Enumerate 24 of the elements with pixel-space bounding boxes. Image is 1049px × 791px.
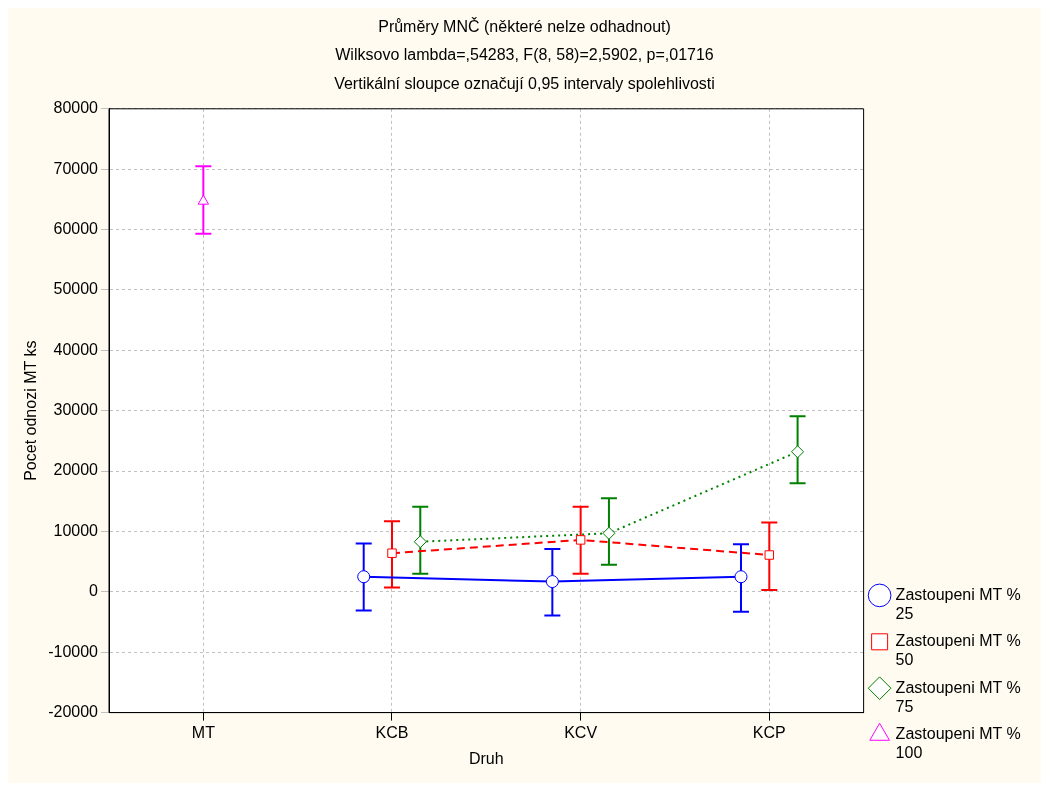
y-tick-label: 30000 bbox=[53, 401, 99, 419]
legend-label: Zastoupeni MT % 50 bbox=[895, 632, 1021, 669]
y-tick-label: 0 bbox=[89, 582, 99, 600]
x-tick-label: KCV bbox=[564, 723, 598, 741]
y-tick-label: 20000 bbox=[53, 461, 99, 479]
y-tick-label: 50000 bbox=[53, 280, 99, 298]
legend-label: Zastoupeni MT % 75 bbox=[895, 678, 1021, 715]
y-tick-label: 60000 bbox=[53, 219, 99, 237]
y-axis-title: Pocet odnozi MT ks bbox=[22, 340, 40, 481]
legend-label: Zastoupeni MT % 100 bbox=[895, 725, 1021, 762]
text: Vertikální sloupce označují 0,95 intervaly spolehlivosti bbox=[334, 74, 715, 92]
legend-label: Zastoupeni MT % 25 bbox=[895, 585, 1021, 623]
x-tick-label: KCP bbox=[752, 723, 786, 741]
y-tick-label: 40000 bbox=[53, 340, 99, 358]
y-tick-label: -20000 bbox=[48, 703, 99, 721]
y-tick-label: 10000 bbox=[53, 521, 99, 539]
x-axis-title: Druh bbox=[468, 749, 504, 767]
y-tick-label: 80000 bbox=[53, 99, 99, 117]
x-tick-label: KCB bbox=[375, 723, 409, 741]
y-tick-label: 70000 bbox=[53, 159, 99, 177]
x-tick-label: MT bbox=[191, 723, 216, 741]
y-tick-label: -10000 bbox=[48, 642, 99, 660]
chart-subtitle: Wilksovo lambda=,54283, F(8, 58)=2,5902, p=,01716 bbox=[335, 46, 714, 64]
chart-title: Průměry MNČ (některé nelze odhadnout) bbox=[378, 17, 671, 36]
